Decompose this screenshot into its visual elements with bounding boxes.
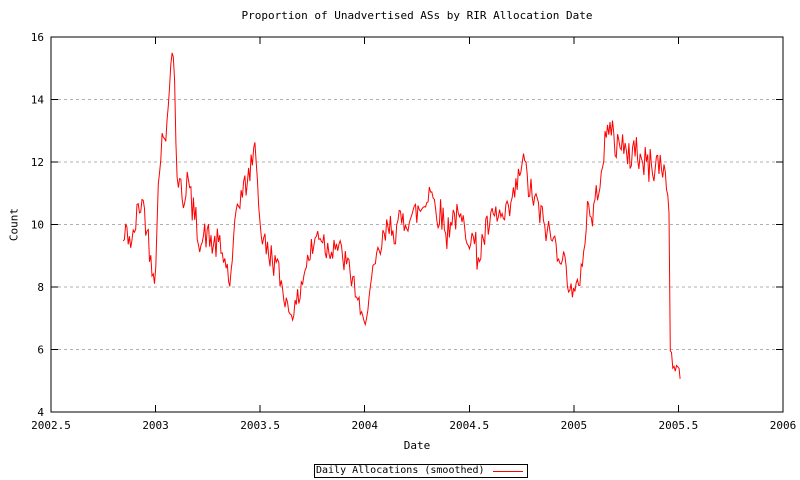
- x-axis-title: Date: [403, 439, 431, 452]
- x-tick-label: 2006: [770, 419, 797, 432]
- x-tick-label: 2004: [351, 419, 378, 432]
- x-tick-label: 2005.5: [659, 419, 699, 432]
- y-tick-label: 6: [37, 344, 44, 357]
- legend-label: Daily Allocations (smoothed): [316, 465, 485, 476]
- y-tick-label: 14: [31, 94, 45, 107]
- legend: Daily Allocations (smoothed): [314, 464, 528, 478]
- data-series-line: [122, 52, 681, 379]
- x-tick-label: 2004.5: [449, 419, 489, 432]
- y-tick-label: 4: [37, 406, 44, 419]
- x-tick-label: 2005: [561, 419, 588, 432]
- x-tick-label: 2003.5: [240, 419, 280, 432]
- y-tick-label: 16: [31, 31, 44, 44]
- chart-title: Proportion of Unadvertised ASs by RIR Al…: [241, 9, 593, 22]
- legend-line-swatch: [492, 470, 523, 472]
- y-tick-label: 10: [31, 219, 44, 232]
- y-tick-label: 12: [31, 156, 44, 169]
- x-tick-label: 2002.5: [31, 419, 71, 432]
- y-tick-label: 8: [37, 281, 44, 294]
- y-axis-title: Count: [7, 207, 21, 242]
- x-tick-label: 2003: [142, 419, 169, 432]
